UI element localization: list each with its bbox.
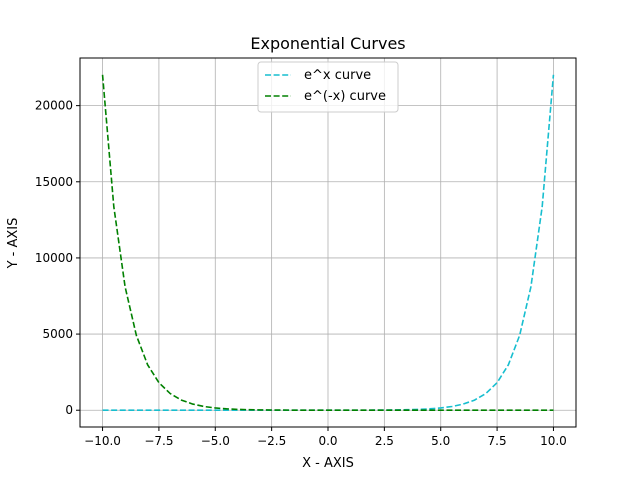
series-group (101, 74, 555, 412)
legend-label: e^x curve (304, 68, 371, 83)
legend: e^x curve e^(-x) curve (257, 61, 399, 113)
y-tick-label: 10000 (35, 251, 73, 265)
y-tick-label: 5000 (42, 327, 73, 341)
x-tick-label: 2.5 (375, 434, 394, 448)
legend-box (257, 61, 399, 113)
x-axis-label: X - AXIS (302, 456, 354, 471)
y-tick-label: 0 (65, 403, 73, 417)
x-tick-label: 10.0 (540, 434, 567, 448)
series-line-1 (101, 74, 554, 412)
x-tick-label: −10.0 (84, 434, 121, 448)
x-tick-label: 5.0 (431, 434, 450, 448)
x-tick-label: −5.0 (201, 434, 230, 448)
y-axis-ticks: 0 5000 10000 15000 20000 (35, 99, 80, 417)
x-tick-label: 7.5 (488, 434, 507, 448)
x-tick-label: −7.5 (144, 434, 173, 448)
y-tick-label: 15000 (35, 175, 73, 189)
x-axis-ticks: −10.0 −7.5 −5.0 −2.5 0.0 2.5 5.0 7.5 10.0 (84, 427, 567, 448)
x-tick-label: 0.0 (318, 434, 337, 448)
chart-title: Exponential Curves (250, 34, 405, 53)
legend-label: e^(-x) curve (304, 89, 386, 104)
y-tick-label: 20000 (35, 99, 73, 113)
y-axis-label: Y - AXIS (6, 218, 21, 270)
x-tick-label: −2.5 (257, 434, 286, 448)
